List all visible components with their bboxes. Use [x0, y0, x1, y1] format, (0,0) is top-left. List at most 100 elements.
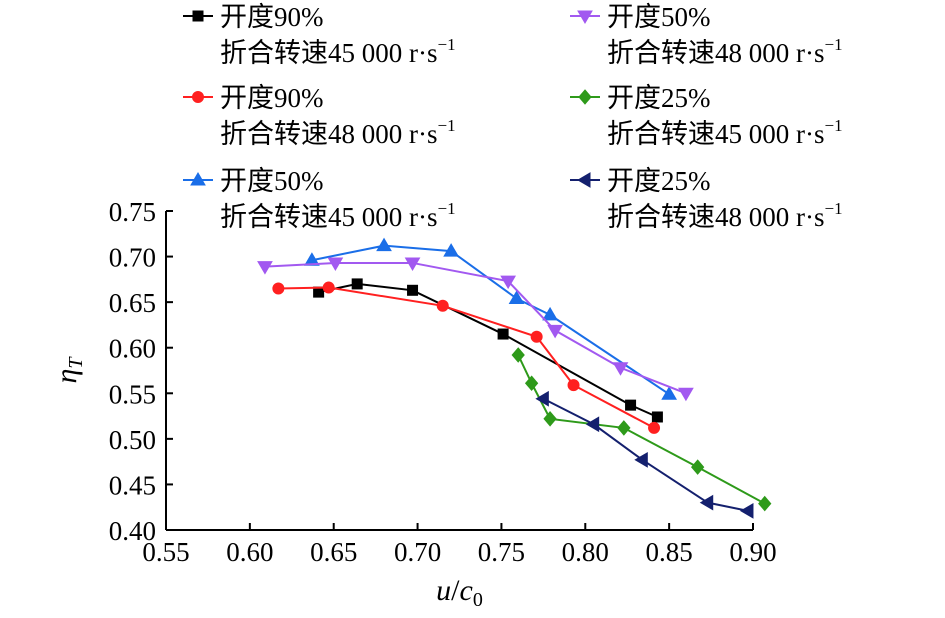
y-title-eta: η [50, 369, 83, 384]
data-point [617, 420, 631, 436]
data-point [690, 459, 705, 475]
data-point [612, 362, 629, 376]
data-point [322, 281, 335, 294]
y-tick-label: 0.55 [109, 379, 156, 409]
series-4 [257, 257, 694, 402]
data-point [543, 411, 557, 427]
plot-area [257, 237, 772, 519]
series-line [517, 354, 766, 505]
legend-speed-text: 折合转速48 000 r·s [220, 119, 438, 149]
legend-marker [578, 89, 592, 105]
legend-speed-text: 折合转速48 000 r·s [607, 202, 825, 232]
data-point [547, 324, 563, 339]
legend-marker [190, 172, 206, 186]
data-point [351, 278, 363, 290]
series-6 [535, 390, 754, 519]
data-point [511, 347, 525, 363]
series-5 [511, 347, 772, 512]
data-point [648, 421, 661, 434]
y-tick-label: 0.45 [109, 470, 156, 500]
legend-label: 开度50% [220, 166, 324, 196]
data-point [272, 282, 285, 295]
legend-marker [577, 172, 591, 188]
legend-item: 开度25%折合转速45 000 r·s−1 [570, 83, 843, 149]
data-point [567, 379, 580, 392]
legend-speed-unit-sup: −1 [438, 199, 456, 218]
legend-speed-unit-sup: −1 [825, 116, 843, 135]
data-point [678, 387, 694, 402]
series-1 [313, 278, 663, 423]
y-tick-label: 0.65 [109, 288, 156, 318]
legend-speed-unit-sup: −1 [438, 35, 456, 54]
x-tick-label: 0.60 [226, 537, 273, 567]
data-point [436, 299, 449, 312]
legend-marker [192, 10, 204, 22]
x-title-c: c [460, 574, 473, 607]
data-point [304, 252, 320, 266]
x-tick-label: 0.80 [562, 537, 609, 567]
legend-sublabel: 折合转速48 000 r·s−1 [607, 199, 843, 232]
y-axis-title: ηT [50, 356, 87, 384]
data-point [661, 386, 678, 400]
series-line [311, 244, 670, 396]
data-point [376, 237, 392, 252]
legend-label: 开度25% [607, 83, 711, 113]
data-point [500, 275, 517, 290]
series-line [278, 286, 655, 429]
legend-item: 开度90%折合转速45 000 r·s−1 [183, 2, 456, 68]
series-2 [272, 281, 661, 434]
legend-speed-text: 折合转速48 000 r·s [607, 38, 825, 68]
data-point [625, 399, 637, 411]
legend-label: 开度90% [220, 83, 324, 113]
x-tick-label: 0.65 [310, 537, 357, 567]
data-point [651, 411, 663, 423]
legend-marker [192, 91, 204, 103]
series-line [318, 282, 658, 418]
legend-item: 开度90%折合转速48 000 r·s−1 [183, 83, 456, 149]
y-tick-label: 0.70 [109, 243, 156, 273]
axes: 0.55 0.60 0.65 0.70 0.75 0.80 0.85 0.90 0.40 0.4… [109, 197, 777, 567]
data-point [585, 416, 600, 433]
x-tick-label: 0.55 [142, 537, 189, 567]
legend-speed-text: 折合转速45 000 r·s [220, 38, 438, 68]
y-tick-label: 0.50 [109, 425, 156, 455]
x-ticks: 0.55 0.60 0.65 0.70 0.75 0.80 0.85 0.90 [142, 523, 777, 567]
data-point [634, 451, 648, 468]
data-point [530, 330, 543, 343]
legend-speed-text: 折合转速45 000 r·s [607, 119, 825, 149]
legend-item: 开度50%折合转速48 000 r·s−1 [570, 2, 843, 68]
data-point [407, 284, 419, 296]
x-tick-label: 0.90 [729, 537, 776, 567]
legend-item: 开度25%折合转速48 000 r·s−1 [570, 166, 843, 232]
legend-item: 开度50% 折合转速45 000 r·s−1 [183, 166, 456, 232]
data-point [524, 375, 539, 392]
legend-sublabel: 折合转速48 000 r·s−1 [607, 35, 843, 68]
y-ticks: 0.40 0.45 0.50 0.55 0.60 0.65 0.70 0.75 [109, 197, 173, 546]
data-point [739, 502, 754, 519]
data-point [404, 257, 421, 271]
x-title-sub: 0 [473, 589, 483, 611]
series-3 [304, 237, 678, 400]
x-title-u: u [436, 574, 451, 607]
legend-label: 开度25% [607, 166, 711, 196]
data-point [758, 495, 772, 512]
legend-speed-text: 折合转速45 000 r·s [220, 202, 438, 232]
x-tick-label: 0.75 [478, 537, 525, 567]
x-tick-label: 0.70 [394, 537, 441, 567]
data-point [327, 257, 344, 271]
data-point [443, 243, 459, 257]
legend-sublabel: 折合转速48 000 r·s−1 [220, 116, 456, 149]
x-tick-label: 0.85 [646, 537, 693, 567]
legend-sublabel: 折合转速45 000 r·s−1 [607, 116, 843, 149]
x-title-slash: / [451, 574, 460, 607]
legend-speed-unit-sup: −1 [825, 199, 843, 218]
y-title-sub: T [65, 356, 87, 369]
legend-label: 开度50% [607, 2, 711, 32]
legend-sublabel: 折合转速45 000 r·s−1 [220, 35, 456, 68]
y-tick-label: 0.40 [109, 516, 156, 546]
y-tick-label: 0.75 [109, 197, 156, 227]
legend-marker [577, 10, 593, 24]
data-point [257, 261, 273, 275]
